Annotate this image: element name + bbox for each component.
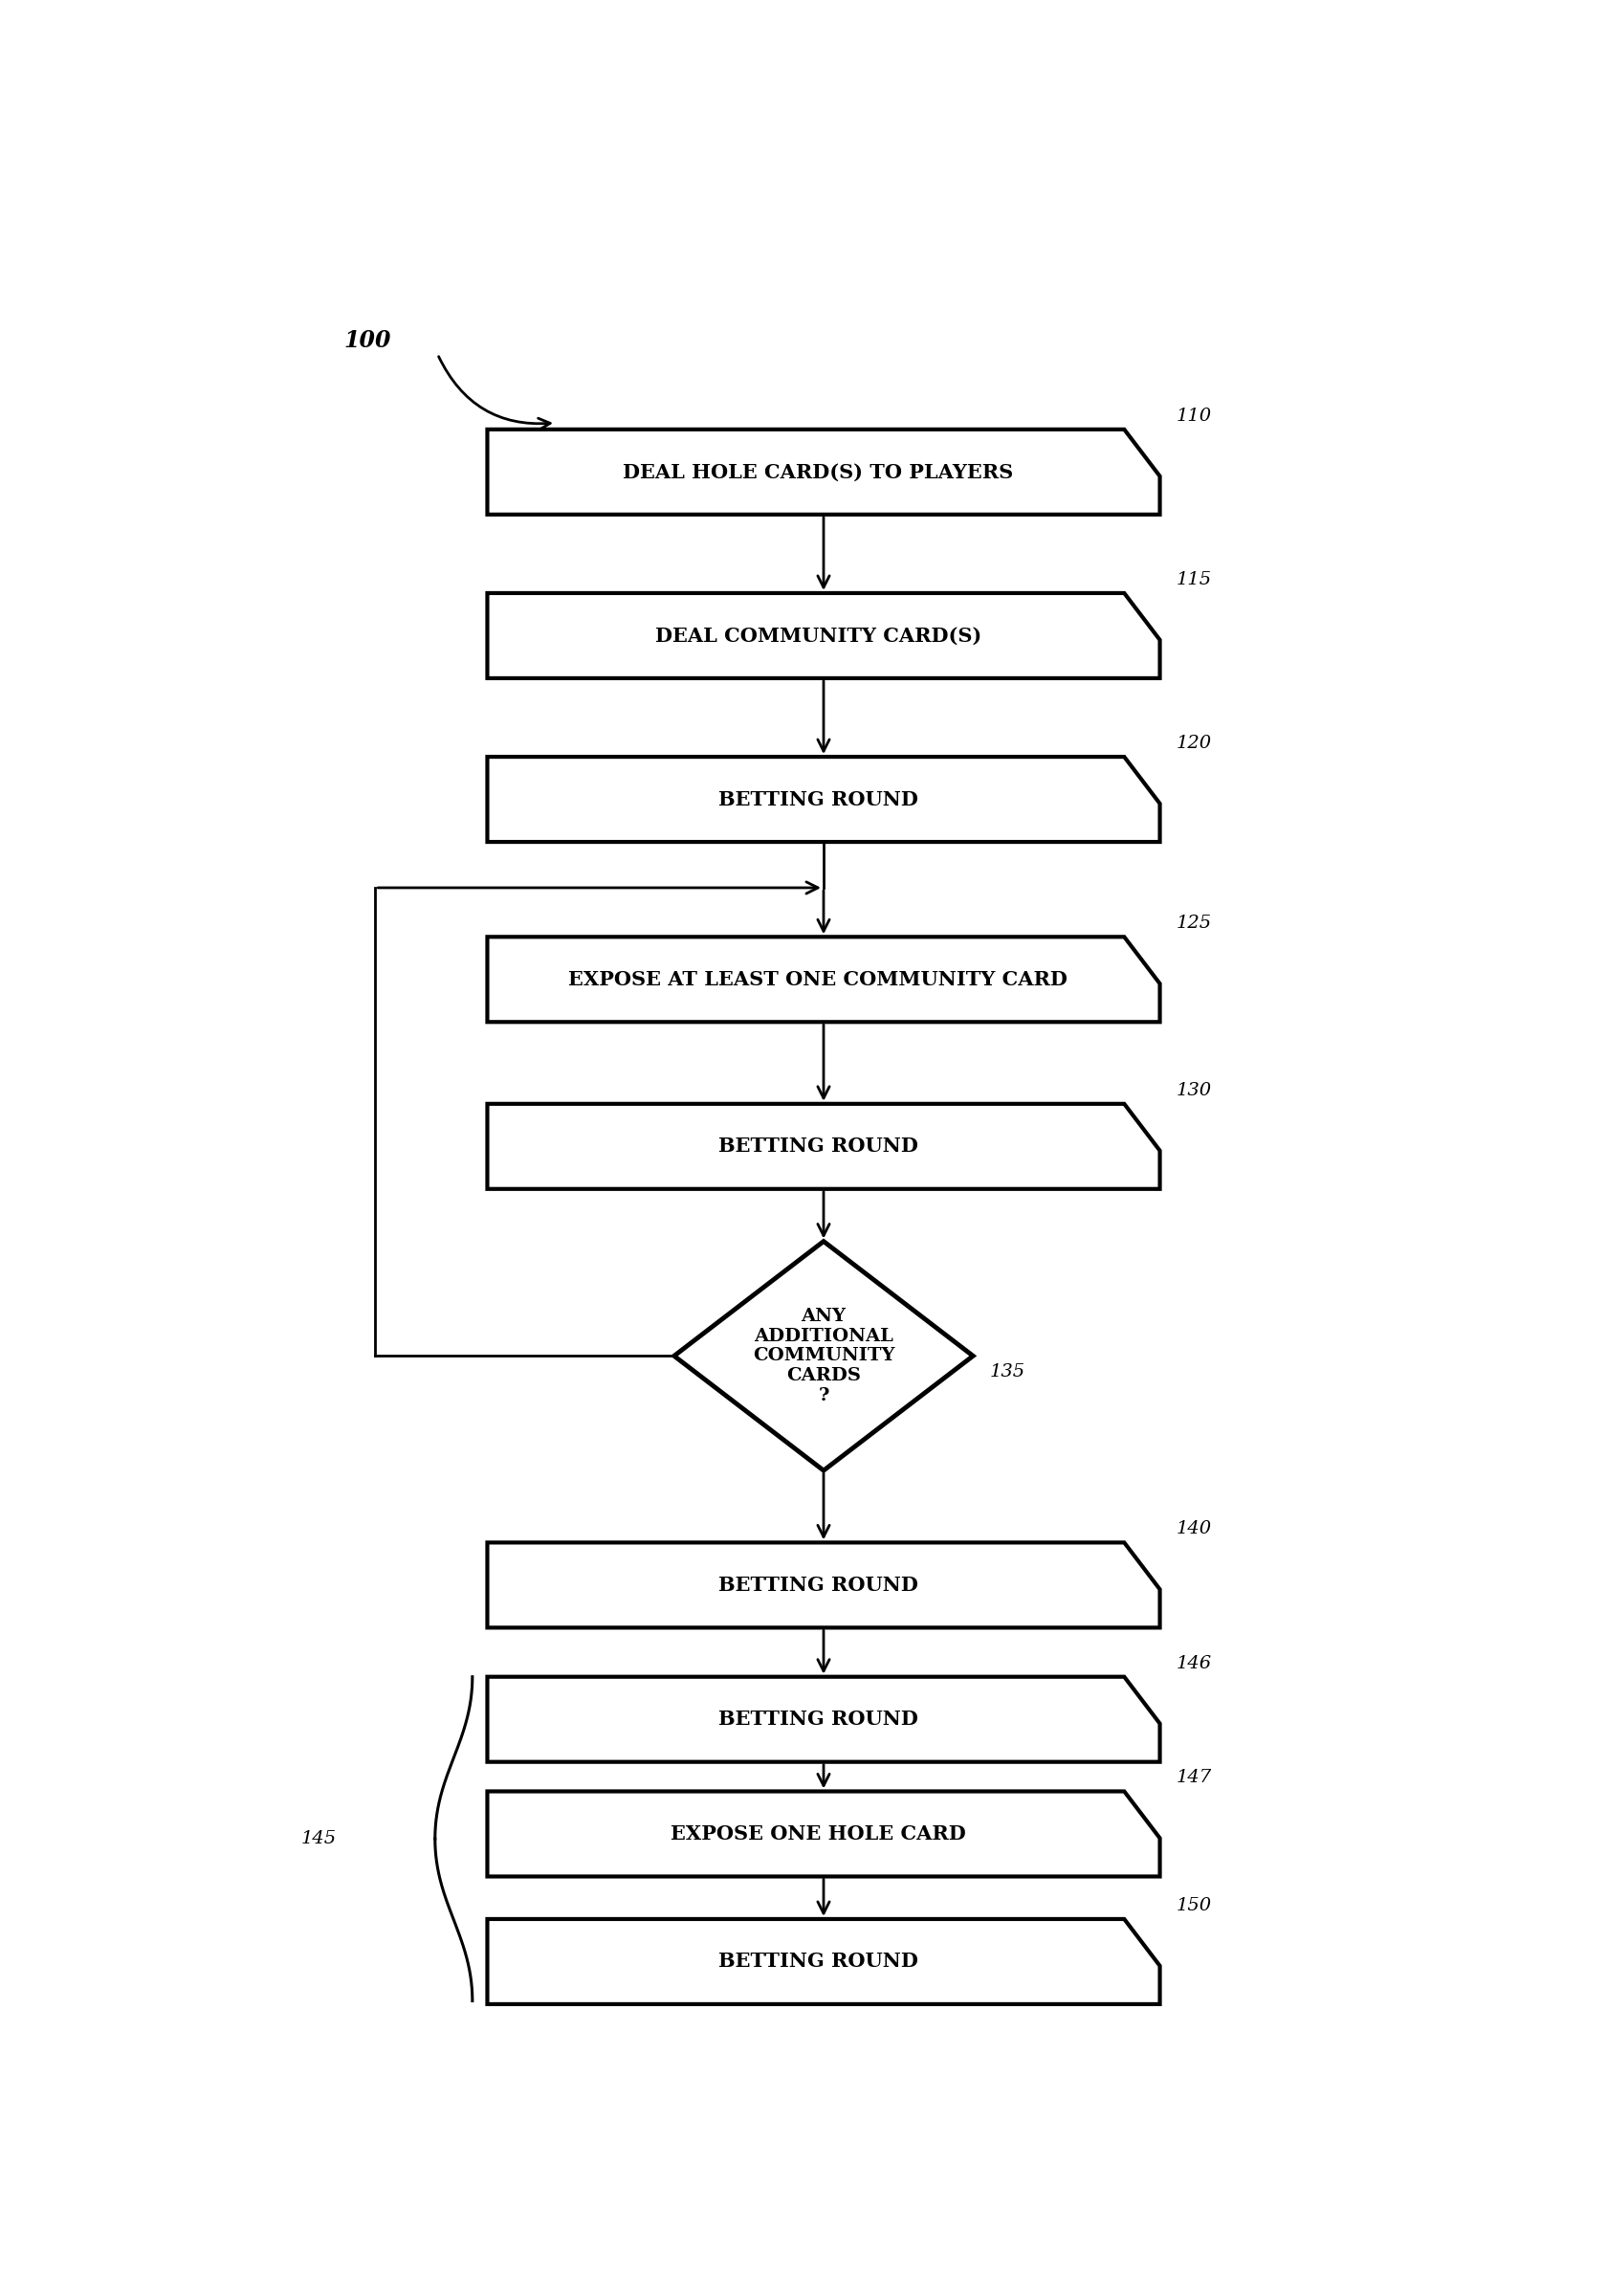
Polygon shape bbox=[487, 1791, 1160, 1876]
Polygon shape bbox=[675, 1242, 974, 1469]
Text: DEAL COMMUNITY CARD(S): DEAL COMMUNITY CARD(S) bbox=[656, 627, 982, 645]
Text: BETTING ROUND: BETTING ROUND bbox=[718, 1711, 918, 1729]
Text: DEAL HOLE CARD(S) TO PLAYERS: DEAL HOLE CARD(S) TO PLAYERS bbox=[624, 461, 1014, 482]
Polygon shape bbox=[487, 758, 1160, 843]
Text: 146: 146 bbox=[1176, 1655, 1212, 1671]
Text: 135: 135 bbox=[990, 1364, 1025, 1380]
Polygon shape bbox=[487, 1919, 1160, 2004]
Text: BETTING ROUND: BETTING ROUND bbox=[718, 1575, 918, 1596]
Text: 110: 110 bbox=[1176, 406, 1212, 425]
Polygon shape bbox=[487, 592, 1160, 677]
Text: 125: 125 bbox=[1176, 914, 1212, 932]
Text: BETTING ROUND: BETTING ROUND bbox=[718, 1952, 918, 1972]
Text: ANY
ADDITIONAL
COMMUNITY
CARDS
?: ANY ADDITIONAL COMMUNITY CARDS ? bbox=[752, 1306, 895, 1405]
Polygon shape bbox=[487, 429, 1160, 514]
Text: 145: 145 bbox=[302, 1830, 337, 1848]
Text: 150: 150 bbox=[1176, 1896, 1212, 1915]
Text: BETTING ROUND: BETTING ROUND bbox=[718, 790, 918, 808]
Text: BETTING ROUND: BETTING ROUND bbox=[718, 1137, 918, 1155]
Text: 115: 115 bbox=[1176, 572, 1212, 588]
Text: EXPOSE AT LEAST ONE COMMUNITY CARD: EXPOSE AT LEAST ONE COMMUNITY CARD bbox=[569, 969, 1067, 990]
Polygon shape bbox=[487, 1543, 1160, 1628]
Polygon shape bbox=[487, 1676, 1160, 1761]
Text: EXPOSE ONE HOLE CARD: EXPOSE ONE HOLE CARD bbox=[670, 1825, 966, 1844]
Polygon shape bbox=[487, 937, 1160, 1022]
Text: 147: 147 bbox=[1176, 1770, 1212, 1786]
Text: 100: 100 bbox=[344, 331, 392, 354]
Polygon shape bbox=[487, 1104, 1160, 1189]
Text: 120: 120 bbox=[1176, 735, 1212, 751]
Text: 140: 140 bbox=[1176, 1520, 1212, 1538]
Text: 130: 130 bbox=[1176, 1081, 1212, 1100]
